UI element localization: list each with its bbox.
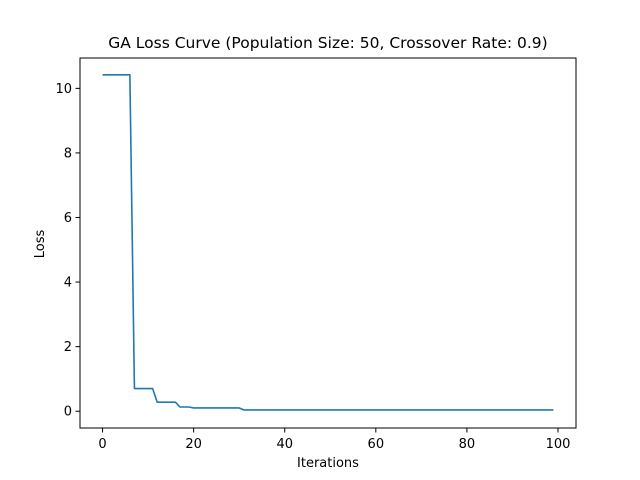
x-tick-label: 0: [98, 437, 106, 452]
x-tick-label: 80: [459, 437, 476, 452]
x-tick-label: 60: [368, 437, 385, 452]
y-tick-label: 2: [64, 340, 72, 355]
y-tick-label: 6: [64, 211, 72, 226]
plot-area: [102, 73, 554, 411]
y-tick-label: 10: [55, 82, 72, 97]
plot-frame: [79, 57, 577, 429]
y-tick-label: 8: [64, 146, 72, 161]
x-axis-label: Iterations: [297, 456, 359, 471]
x-axis: 0 20 40 60 80 100: [98, 428, 570, 452]
x-tick-label: 20: [185, 437, 202, 452]
x-tick-label: 40: [276, 437, 293, 452]
x-tick-label: 100: [546, 437, 571, 452]
y-tick-label: 0: [64, 405, 72, 420]
chart-title: GA Loss Curve (Population Size: 50, Cros…: [108, 34, 547, 52]
y-tick-label: 4: [64, 276, 72, 291]
series-line-0: [102, 73, 554, 411]
y-axis-label: Loss: [33, 230, 48, 259]
y-axis: 0 2 4 6 8 10: [55, 82, 80, 420]
